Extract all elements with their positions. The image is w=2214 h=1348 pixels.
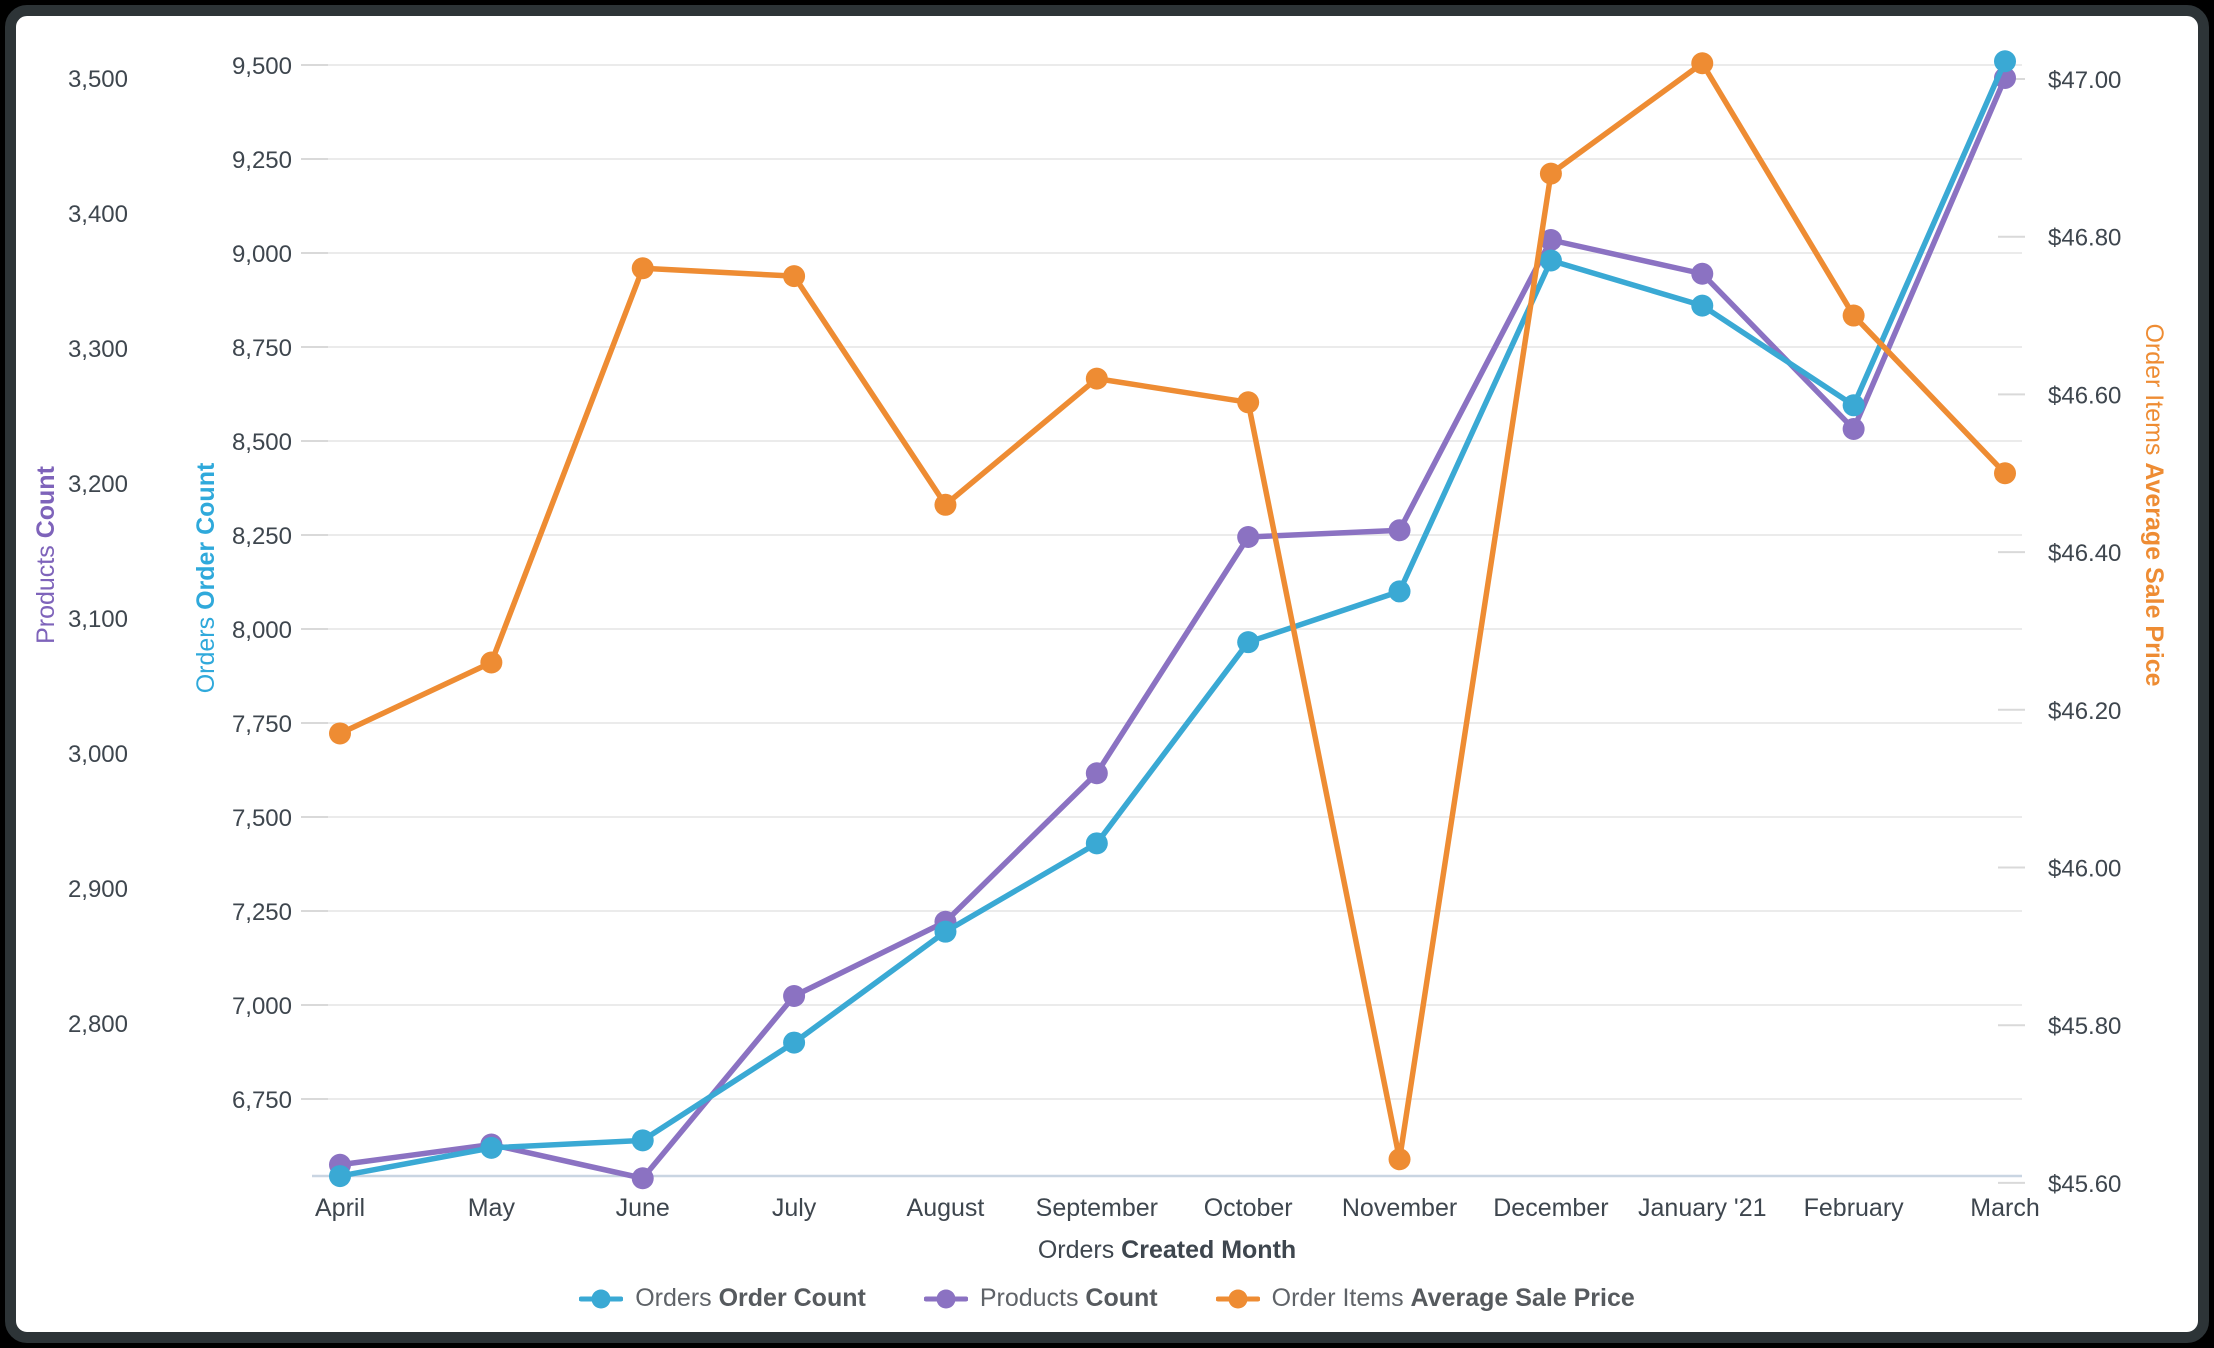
legend-label: Order Items Average Sale Price <box>1271 1284 1635 1312</box>
data-point-price-7[interactable] <box>1388 1148 1411 1171</box>
data-point-products-9[interactable] <box>1691 262 1714 285</box>
x-axis-tick-label: January '21 <box>1638 1194 1766 1222</box>
data-point-products-5[interactable] <box>1085 762 1108 785</box>
price-axis-tick-label: $45.60 <box>2048 1171 2121 1198</box>
data-point-orders-10[interactable] <box>1842 394 1865 417</box>
data-point-orders-1[interactable] <box>480 1136 503 1159</box>
data-point-products-6[interactable] <box>1237 526 1260 548</box>
data-point-products-8[interactable] <box>1539 229 1562 251</box>
data-point-orders-6[interactable] <box>1237 631 1260 654</box>
x-axis-tick-label: April <box>315 1194 365 1222</box>
orders-axis-tick-label: 8,500 <box>232 429 292 456</box>
data-point-price-1[interactable] <box>480 651 503 674</box>
orders-axis-tick-label: 8,750 <box>232 335 292 362</box>
data-point-price-3[interactable] <box>783 265 806 288</box>
data-point-price-6[interactable] <box>1237 391 1260 414</box>
x-axis-tick-label: March <box>1970 1194 2039 1222</box>
data-point-orders-4[interactable] <box>934 920 957 943</box>
legend-item-orders[interactable]: Orders Order Count <box>579 1284 866 1313</box>
orders-axis-tick-label: 7,500 <box>232 805 292 832</box>
data-point-orders-8[interactable] <box>1539 249 1562 272</box>
x-axis-tick-label: September <box>1036 1194 1158 1222</box>
data-point-price-5[interactable] <box>1085 367 1108 390</box>
data-point-price-10[interactable] <box>1842 304 1865 327</box>
products-axis-title: Products Count <box>32 465 60 643</box>
data-point-orders-5[interactable] <box>1085 832 1108 855</box>
price-axis-tick-label: $46.60 <box>2048 382 2121 409</box>
legend-marker-orders-icon <box>579 1289 624 1308</box>
series-line-price <box>337 60 2008 1162</box>
x-axis-tick-label: June <box>616 1194 670 1222</box>
price-axis-title: Order Items Average Sale Price <box>2140 323 2168 686</box>
products-axis-tick-label: 3,500 <box>68 66 128 93</box>
series-line-orders <box>337 58 2008 1179</box>
products-axis-tick-label: 3,400 <box>68 201 128 228</box>
data-point-price-8[interactable] <box>1539 162 1562 185</box>
series-line-products <box>337 75 2008 1181</box>
orders-axis-tick-label: 9,250 <box>232 147 292 174</box>
legend-marker-price-icon <box>1215 1289 1260 1308</box>
orders-axis-tick-label: 9,500 <box>232 53 292 80</box>
legend-label: Orders Order Count <box>635 1284 866 1312</box>
price-axis-tick-label: $46.40 <box>2048 540 2121 567</box>
legend-label: Products Count <box>979 1284 1158 1312</box>
data-point-products-10[interactable] <box>1842 418 1865 440</box>
orders-axis-tick-label: 9,000 <box>232 241 292 268</box>
x-axis-title: Orders Created Month <box>1038 1236 1296 1264</box>
data-point-orders-11[interactable] <box>1994 50 2016 73</box>
data-point-price-2[interactable] <box>631 257 654 280</box>
x-axis-tick-label: July <box>772 1194 817 1222</box>
price-axis-tick-label: $45.80 <box>2048 1013 2121 1040</box>
x-axis-tick-label: November <box>1342 1194 1457 1222</box>
orders-axis-tick-label: 8,000 <box>232 617 292 644</box>
x-axis-tick-label: May <box>468 1194 516 1222</box>
x-axis-tick-label: February <box>1804 1194 1905 1222</box>
orders-axis-tick-label: 6,750 <box>232 1087 292 1114</box>
legend-item-price[interactable]: Order Items Average Sale Price <box>1215 1284 1635 1313</box>
x-axis-tick-label: August <box>907 1194 985 1222</box>
data-point-price-11[interactable] <box>1994 462 2016 485</box>
price-axis-tick-label: $46.20 <box>2048 698 2121 725</box>
data-point-orders-0[interactable] <box>329 1165 351 1188</box>
legend-marker-products-icon <box>923 1289 968 1308</box>
chart-legend: Orders Order Count Products Count Order It… <box>0 1284 2214 1313</box>
orders-axis-title: Orders Order Count <box>192 462 220 693</box>
legend-item-products[interactable]: Products Count <box>923 1284 1158 1313</box>
products-axis-tick-label: 3,300 <box>68 336 128 363</box>
price-axis-tick-label: $46.00 <box>2048 856 2121 883</box>
orders-axis-tick-label: 7,000 <box>232 993 292 1020</box>
data-point-products-3[interactable] <box>783 985 806 1007</box>
data-point-price-4[interactable] <box>934 493 957 516</box>
x-axis-tick-label: December <box>1493 1194 1608 1222</box>
products-axis-tick-label: 2,800 <box>68 1011 128 1038</box>
price-axis-tick-label: $46.80 <box>2048 225 2121 252</box>
data-point-orders-9[interactable] <box>1691 294 1714 317</box>
price-axis-tick-label: $47.00 <box>2048 67 2121 94</box>
x-axis-tick-label: October <box>1204 1194 1293 1222</box>
data-point-products-7[interactable] <box>1388 519 1411 542</box>
orders-axis-tick-label: 7,250 <box>232 899 292 926</box>
products-axis-tick-label: 3,000 <box>68 741 128 768</box>
products-axis-tick-label: 3,100 <box>68 606 128 633</box>
data-point-orders-2[interactable] <box>631 1129 654 1152</box>
orders-axis-tick-label: 8,250 <box>232 523 292 550</box>
data-point-price-0[interactable] <box>329 722 351 745</box>
orders-axis-tick-label: 7,750 <box>232 711 292 738</box>
chart-card <box>5 5 2209 1343</box>
data-point-orders-7[interactable] <box>1388 580 1411 603</box>
products-axis-tick-label: 2,900 <box>68 876 128 903</box>
data-point-price-9[interactable] <box>1691 52 1714 75</box>
data-point-products-2[interactable] <box>631 1167 654 1190</box>
products-axis-tick-label: 3,200 <box>68 471 128 498</box>
data-point-orders-3[interactable] <box>783 1031 806 1054</box>
